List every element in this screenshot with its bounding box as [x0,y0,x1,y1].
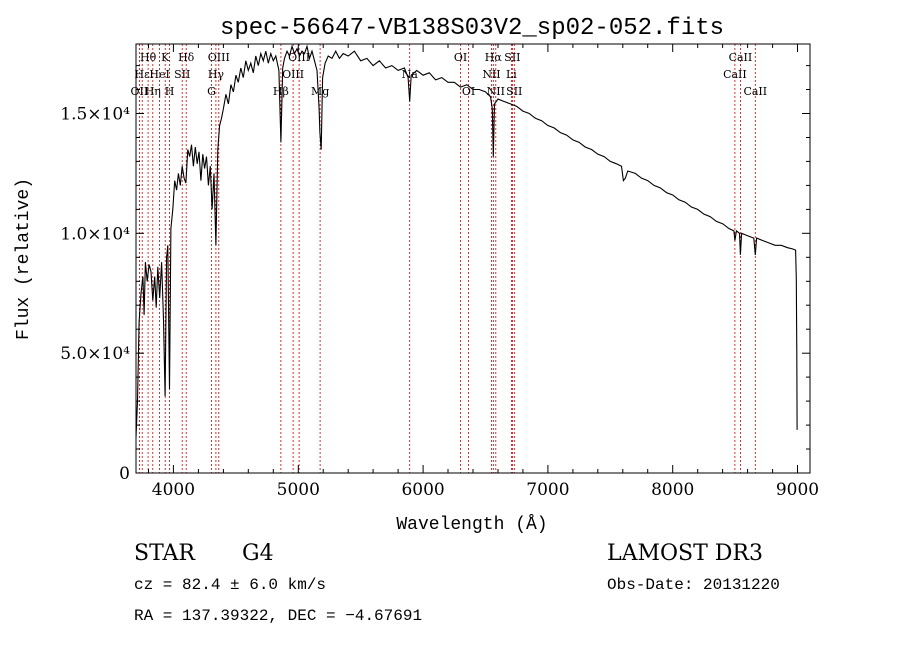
redshift-readout: cz = 82.4 ± 6.0 km/s [134,576,326,594]
line-label-Hβ: Hβ [273,85,289,98]
line-label-Hα: Hα [485,51,503,64]
chart-title: spec-56647-VB138S03V2_sp02-052.fits [220,15,724,42]
line-label-OI_6300: OI [454,51,467,64]
y-axis: 0 5.0×10⁴ 1.0×10⁴ 1.5×10⁴ [60,65,810,484]
x-tick-label: 4000 [152,480,195,500]
line-labels: Hε OII Hθ Hη HeI K H SII Hδ G Hγ OIII Hβ OIII OIII Mg Na… [131,51,768,98]
line-label-Hγ: Hγ [208,68,225,81]
x-tick-label: 7000 [526,480,569,500]
line-label-Hε: Hε [135,68,151,81]
line-label-OII: OII [131,85,149,98]
spectrum-series [135,44,798,438]
line-label-OIII_4959: OIII [282,68,304,81]
x-axis: 4000 5000 6000 7000 8000 9000 [148,44,819,500]
line-label-SII_6731: SII [506,85,522,98]
line-label-OIII_5007: OIII [288,51,310,64]
line-label-Na: Na [402,68,419,81]
coordinates: RA = 137.39322, DEC = −4.67691 [134,607,422,625]
x-axis-label: Wavelength (Å) [396,514,547,535]
line-markers [138,44,756,473]
y-tick-label: 1.5×10⁴ [60,105,130,125]
y-tick-label: 1.0×10⁴ [60,224,130,244]
line-label-Li: Li [506,68,517,81]
line-label-OIII_4363: OIII [208,51,230,64]
y-tick-label: 5.0×10⁴ [60,344,130,364]
x-tick-label: 8000 [651,480,694,500]
survey-name: LAMOST DR3 [607,541,763,566]
x-tick-label: 9000 [776,480,819,500]
line-label-NII_6583: NII [487,85,505,98]
line-label-OI_6364: OI [462,85,475,98]
object-class: STAR [134,541,196,566]
line-label-CaII_8662: CaII [743,85,767,98]
y-tick-label: 0 [119,464,130,484]
line-label-SII: SII [174,68,190,81]
y-axis-label: Flux (relative) [14,178,34,340]
line-label-NII_6548: NII [482,68,500,81]
line-label-K: K [161,51,170,64]
line-label-Hη: Hη [145,85,161,98]
plot-frame [135,43,811,474]
line-label-SII_6716: SII [504,51,520,64]
object-subclass: G4 [242,541,274,566]
line-label-HeI: HeI [149,68,169,81]
obs-date: Obs-Date: 20131220 [607,576,780,594]
x-tick-label: 5000 [277,480,320,500]
line-label-H: H [165,85,175,98]
line-label-G: G [207,85,216,98]
line-label-Mg: Mg [311,85,329,98]
line-label-Hδ: Hδ [178,51,195,64]
line-label-Hθ: Hθ [140,51,157,64]
line-label-CaII_8542: CaII [729,51,753,64]
x-tick-label: 6000 [401,480,444,500]
line-label-CaII_8498: CaII [723,68,747,81]
